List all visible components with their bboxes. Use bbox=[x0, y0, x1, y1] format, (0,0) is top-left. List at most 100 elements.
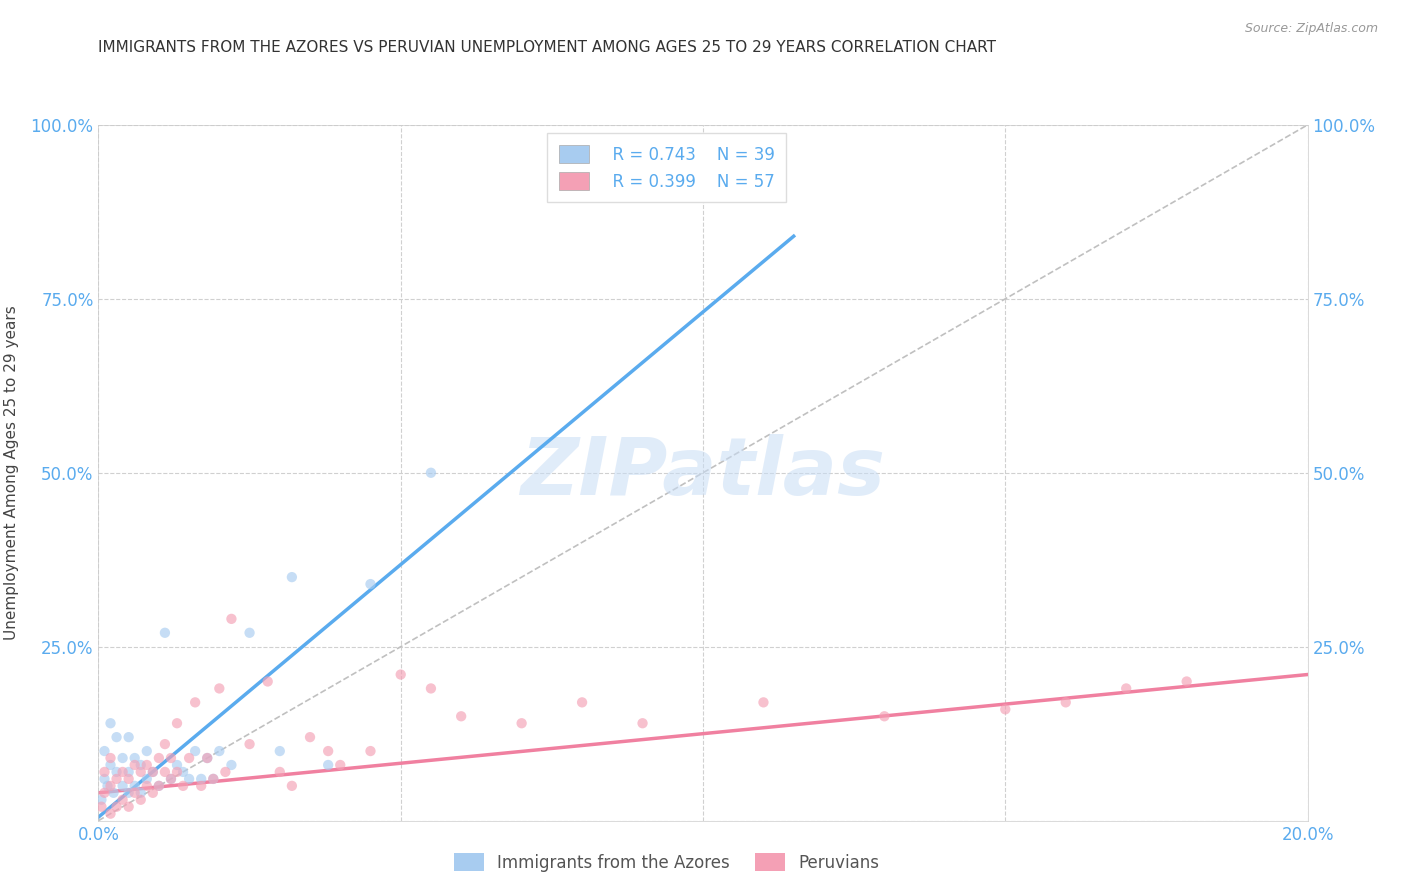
Point bbox=[100, 806, 122, 821]
Point bbox=[221, 612, 243, 626]
Point bbox=[172, 764, 194, 779]
Point bbox=[135, 779, 157, 793]
Legend: Immigrants from the Azores, Peruvians: Immigrants from the Azores, Peruvians bbox=[444, 843, 890, 882]
Point bbox=[118, 799, 141, 814]
Point bbox=[93, 764, 115, 779]
Point bbox=[281, 570, 304, 584]
Point bbox=[124, 751, 146, 765]
Point bbox=[93, 744, 115, 758]
Point bbox=[195, 751, 218, 765]
Point bbox=[329, 758, 352, 772]
Point bbox=[571, 695, 593, 709]
Point bbox=[316, 744, 339, 758]
Point bbox=[135, 772, 157, 786]
Point bbox=[160, 772, 183, 786]
Point bbox=[142, 786, 165, 800]
Point bbox=[179, 772, 201, 786]
Point bbox=[994, 702, 1017, 716]
Point bbox=[202, 772, 225, 786]
Text: IMMIGRANTS FROM THE AZORES VS PERUVIAN UNEMPLOYMENT AMONG AGES 25 TO 29 YEARS CO: IMMIGRANTS FROM THE AZORES VS PERUVIAN U… bbox=[98, 40, 997, 55]
Point bbox=[195, 751, 218, 765]
Point bbox=[299, 730, 322, 744]
Point bbox=[103, 786, 125, 800]
Point bbox=[190, 772, 212, 786]
Point bbox=[100, 758, 122, 772]
Point bbox=[100, 716, 122, 731]
Point bbox=[111, 793, 134, 807]
Text: ZIPatlas: ZIPatlas bbox=[520, 434, 886, 512]
Point bbox=[208, 681, 231, 696]
Y-axis label: Unemployment Among Ages 25 to 29 years: Unemployment Among Ages 25 to 29 years bbox=[4, 305, 20, 640]
Point bbox=[153, 625, 176, 640]
Point bbox=[752, 695, 775, 709]
Point bbox=[184, 695, 207, 709]
Point bbox=[90, 799, 112, 814]
Point bbox=[420, 466, 443, 480]
Point bbox=[208, 744, 231, 758]
Point bbox=[239, 625, 262, 640]
Point bbox=[160, 751, 183, 765]
Point bbox=[281, 779, 304, 793]
Point bbox=[1054, 695, 1077, 709]
Point bbox=[105, 772, 128, 786]
Point bbox=[124, 758, 146, 772]
Point bbox=[100, 751, 122, 765]
Point bbox=[148, 779, 170, 793]
Point bbox=[510, 716, 533, 731]
Text: Source: ZipAtlas.com: Source: ZipAtlas.com bbox=[1244, 22, 1378, 36]
Point bbox=[148, 779, 170, 793]
Point bbox=[118, 772, 141, 786]
Point bbox=[129, 786, 152, 800]
Point bbox=[184, 744, 207, 758]
Point bbox=[129, 793, 152, 807]
Point bbox=[160, 772, 183, 786]
Point bbox=[142, 764, 165, 779]
Point bbox=[93, 772, 115, 786]
Point bbox=[1115, 681, 1137, 696]
Point bbox=[90, 793, 112, 807]
Point bbox=[105, 764, 128, 779]
Point bbox=[111, 779, 134, 793]
Point bbox=[118, 764, 141, 779]
Point bbox=[118, 730, 141, 744]
Point bbox=[153, 764, 176, 779]
Point bbox=[172, 779, 194, 793]
Point bbox=[124, 779, 146, 793]
Point bbox=[360, 577, 382, 591]
Point bbox=[129, 758, 152, 772]
Point bbox=[111, 751, 134, 765]
Point bbox=[269, 764, 291, 779]
Point bbox=[256, 674, 278, 689]
Point bbox=[118, 786, 141, 800]
Point bbox=[873, 709, 896, 723]
Point bbox=[202, 772, 225, 786]
Point bbox=[450, 709, 472, 723]
Point bbox=[166, 758, 188, 772]
Point bbox=[420, 681, 443, 696]
Point bbox=[129, 764, 152, 779]
Point bbox=[100, 779, 122, 793]
Point bbox=[190, 779, 212, 793]
Point bbox=[135, 744, 157, 758]
Point bbox=[389, 667, 412, 681]
Point bbox=[360, 744, 382, 758]
Point bbox=[153, 737, 176, 751]
Point bbox=[148, 751, 170, 765]
Point bbox=[135, 758, 157, 772]
Point bbox=[214, 764, 236, 779]
Point bbox=[105, 799, 128, 814]
Point bbox=[105, 730, 128, 744]
Point bbox=[166, 764, 188, 779]
Point bbox=[316, 758, 339, 772]
Point bbox=[96, 779, 118, 793]
Point bbox=[631, 716, 654, 731]
Point bbox=[1175, 674, 1198, 689]
Point bbox=[239, 737, 262, 751]
Point bbox=[221, 758, 243, 772]
Point bbox=[269, 744, 291, 758]
Point bbox=[124, 786, 146, 800]
Point bbox=[166, 716, 188, 731]
Point bbox=[179, 751, 201, 765]
Point bbox=[142, 764, 165, 779]
Point bbox=[111, 764, 134, 779]
